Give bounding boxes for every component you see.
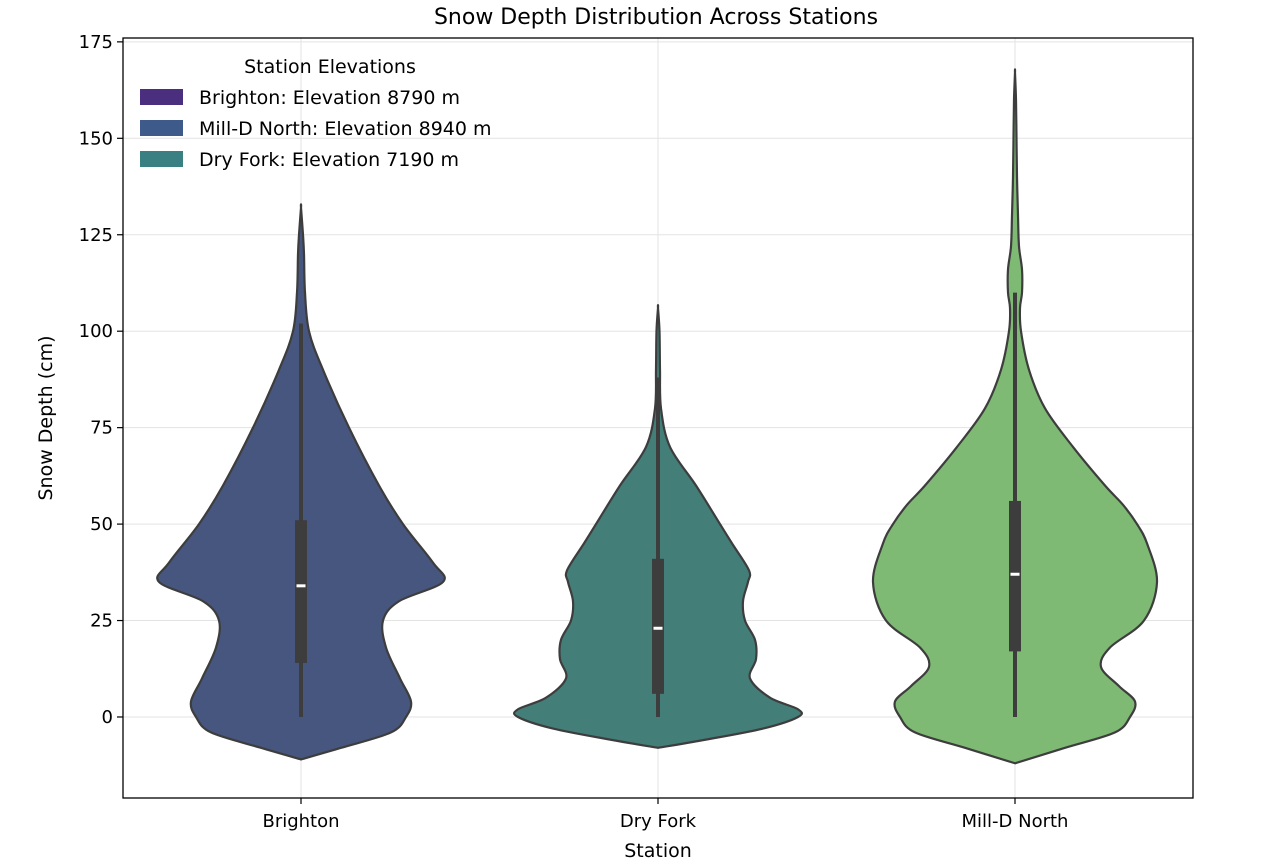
- x-axis: Brighton Dry Fork Mill-D North: [262, 798, 1068, 832]
- legend-swatch: [140, 151, 183, 167]
- legend-swatch: [140, 120, 183, 136]
- legend: Station Elevations Brighton: Elevation 8…: [140, 56, 492, 171]
- chart-title: Snow Depth Distribution Across Stations: [434, 5, 878, 30]
- legend-label: Mill-D North: Elevation 8940 m: [199, 118, 492, 140]
- y-tick-label: 175: [79, 32, 113, 53]
- violin-iqr-box: [652, 558, 664, 694]
- x-axis-label: Station: [624, 840, 692, 862]
- legend-swatch: [140, 89, 183, 105]
- y-tick-label: 75: [90, 418, 113, 439]
- violin-iqr-box: [1009, 500, 1021, 652]
- x-tick-label: Dry Fork: [620, 811, 697, 832]
- legend-label: Brighton: Elevation 8790 m: [199, 87, 460, 109]
- y-tick-label: 150: [79, 128, 113, 149]
- y-tick-label: 100: [79, 321, 113, 342]
- y-tick-label: 25: [90, 611, 113, 632]
- y-axis: 0 25 50 75 100 125 150 175: [79, 32, 123, 728]
- violin-iqr-box: [295, 520, 307, 663]
- legend-title: Station Elevations: [244, 56, 416, 78]
- y-tick-label: 0: [102, 707, 113, 728]
- x-tick-label: Mill-D North: [962, 811, 1069, 832]
- y-axis-label: Snow Depth (cm): [35, 336, 57, 501]
- y-tick-label: 125: [79, 225, 113, 246]
- legend-label: Dry Fork: Elevation 7190 m: [199, 149, 459, 171]
- y-tick-label: 50: [90, 514, 113, 535]
- x-tick-label: Brighton: [262, 811, 339, 832]
- violin-layer: [156, 68, 1159, 765]
